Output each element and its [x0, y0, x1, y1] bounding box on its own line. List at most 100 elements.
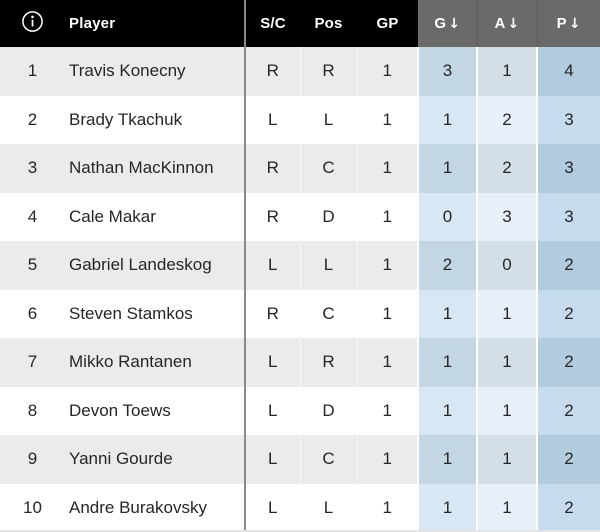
points-label: P — [556, 15, 567, 32]
shoots-catches-cell: R — [244, 289, 300, 338]
rank-cell: 10 — [0, 483, 65, 530]
player-name-link[interactable]: Devon Toews — [65, 386, 245, 435]
assists-cell: 1 — [476, 435, 537, 484]
sort-desc-icon: ↓ — [507, 16, 520, 32]
assists-label: A — [494, 15, 506, 32]
assists-cell: 1 — [476, 483, 537, 530]
goals-cell: 1 — [417, 483, 477, 530]
player-name-link[interactable]: Gabriel Landeskog — [65, 241, 245, 290]
points-cell: 3 — [536, 95, 600, 144]
points-cell: 3 — [536, 192, 600, 241]
table-row: 7 Mikko Rantanen L R 1 1 1 2 — [0, 338, 600, 387]
table-body: 1 Travis Konecny R R 1 3 1 4 2 Brady Tkachuk L L 1 1 2… — [0, 47, 600, 530]
points-cell: 2 — [536, 338, 600, 387]
games-played-cell: 1 — [356, 483, 418, 530]
table-row: 6 Steven Stamkos R C 1 1 1 2 — [0, 289, 600, 338]
player-name-link[interactable]: Nathan MacKinnon — [65, 144, 245, 193]
assists-cell: 2 — [476, 144, 537, 193]
position-cell: L — [299, 483, 357, 530]
position-cell: L — [299, 95, 357, 144]
player-name-link[interactable]: Brady Tkachuk — [65, 95, 245, 144]
rank-cell: 8 — [0, 386, 65, 435]
points-cell: 4 — [536, 47, 600, 96]
table-row: 1 Travis Konecny R R 1 3 1 4 — [0, 47, 600, 96]
sort-desc-icon: ↓ — [448, 16, 461, 32]
column-header-assists[interactable]: A ↓ — [476, 0, 537, 47]
player-name-link[interactable]: Andre Burakovsky — [65, 483, 245, 530]
column-header-player[interactable]: Player — [65, 0, 245, 47]
assists-cell: 3 — [476, 192, 537, 241]
player-name-link[interactable]: Cale Makar — [65, 192, 245, 241]
player-name-link[interactable]: Mikko Rantanen — [65, 338, 245, 387]
table-row: 3 Nathan MacKinnon R C 1 1 2 3 — [0, 144, 600, 193]
position-cell: C — [299, 289, 357, 338]
position-cell: C — [299, 435, 357, 484]
info-icon[interactable] — [21, 10, 44, 33]
info-header-cell[interactable] — [0, 0, 65, 47]
goals-label: G — [434, 15, 447, 32]
rank-cell: 7 — [0, 338, 65, 387]
shoots-catches-cell: L — [244, 435, 300, 484]
games-played-cell: 1 — [356, 289, 418, 338]
goals-cell: 1 — [417, 435, 477, 484]
points-cell: 2 — [536, 386, 600, 435]
table-row: 10 Andre Burakovsky L L 1 1 1 2 — [0, 483, 600, 530]
rank-cell: 2 — [0, 95, 65, 144]
goals-cell: 1 — [417, 95, 477, 144]
sort-desc-icon: ↓ — [568, 16, 581, 32]
goals-cell: 1 — [417, 144, 477, 193]
goals-cell: 2 — [417, 241, 477, 290]
shoots-catches-cell: L — [244, 338, 300, 387]
games-played-cell: 1 — [356, 95, 418, 144]
table-row: 4 Cale Makar R D 1 0 3 3 — [0, 192, 600, 241]
header-row: Player S/C Pos GP G ↓ A ↓ P ↓ — [0, 0, 600, 47]
rank-cell: 1 — [0, 47, 65, 96]
rank-cell: 4 — [0, 192, 65, 241]
shoots-catches-cell: R — [244, 144, 300, 193]
games-played-cell: 1 — [356, 192, 418, 241]
position-cell: R — [299, 47, 357, 96]
position-cell: C — [299, 144, 357, 193]
games-played-cell: 1 — [356, 386, 418, 435]
shoots-catches-cell: L — [244, 241, 300, 290]
goals-cell: 1 — [417, 386, 477, 435]
assists-cell: 1 — [476, 289, 537, 338]
position-cell: D — [299, 386, 357, 435]
assists-cell: 0 — [476, 241, 537, 290]
column-header-shoots-catches[interactable]: S/C — [244, 0, 300, 47]
shoots-catches-cell: R — [244, 47, 300, 96]
shoots-catches-cell: L — [244, 95, 300, 144]
rank-cell: 5 — [0, 241, 65, 290]
points-cell: 3 — [536, 144, 600, 193]
position-cell: L — [299, 241, 357, 290]
shoots-catches-cell: L — [244, 386, 300, 435]
rank-cell: 9 — [0, 435, 65, 484]
table-row: 9 Yanni Gourde L C 1 1 1 2 — [0, 435, 600, 484]
games-played-cell: 1 — [356, 435, 418, 484]
goals-cell: 3 — [417, 47, 477, 96]
player-name-link[interactable]: Steven Stamkos — [65, 289, 245, 338]
column-header-games-played[interactable]: GP — [357, 0, 418, 47]
position-cell: D — [299, 192, 357, 241]
points-cell: 2 — [536, 435, 600, 484]
assists-cell: 2 — [476, 95, 537, 144]
games-played-cell: 1 — [356, 241, 418, 290]
column-header-points[interactable]: P ↓ — [536, 0, 600, 47]
player-name-link[interactable]: Yanni Gourde — [65, 435, 245, 484]
assists-cell: 1 — [476, 47, 537, 96]
points-cell: 2 — [536, 483, 600, 530]
table-row: 2 Brady Tkachuk L L 1 1 2 3 — [0, 95, 600, 144]
column-header-position[interactable]: Pos — [300, 0, 357, 47]
points-cell: 2 — [536, 241, 600, 290]
column-header-goals[interactable]: G ↓ — [418, 0, 477, 47]
player-name-link[interactable]: Travis Konecny — [65, 47, 245, 96]
position-cell: R — [299, 338, 357, 387]
assists-cell: 1 — [476, 338, 537, 387]
games-played-cell: 1 — [356, 338, 418, 387]
goals-cell: 1 — [417, 338, 477, 387]
assists-cell: 1 — [476, 386, 537, 435]
shoots-catches-cell: R — [244, 192, 300, 241]
goals-cell: 0 — [417, 192, 477, 241]
